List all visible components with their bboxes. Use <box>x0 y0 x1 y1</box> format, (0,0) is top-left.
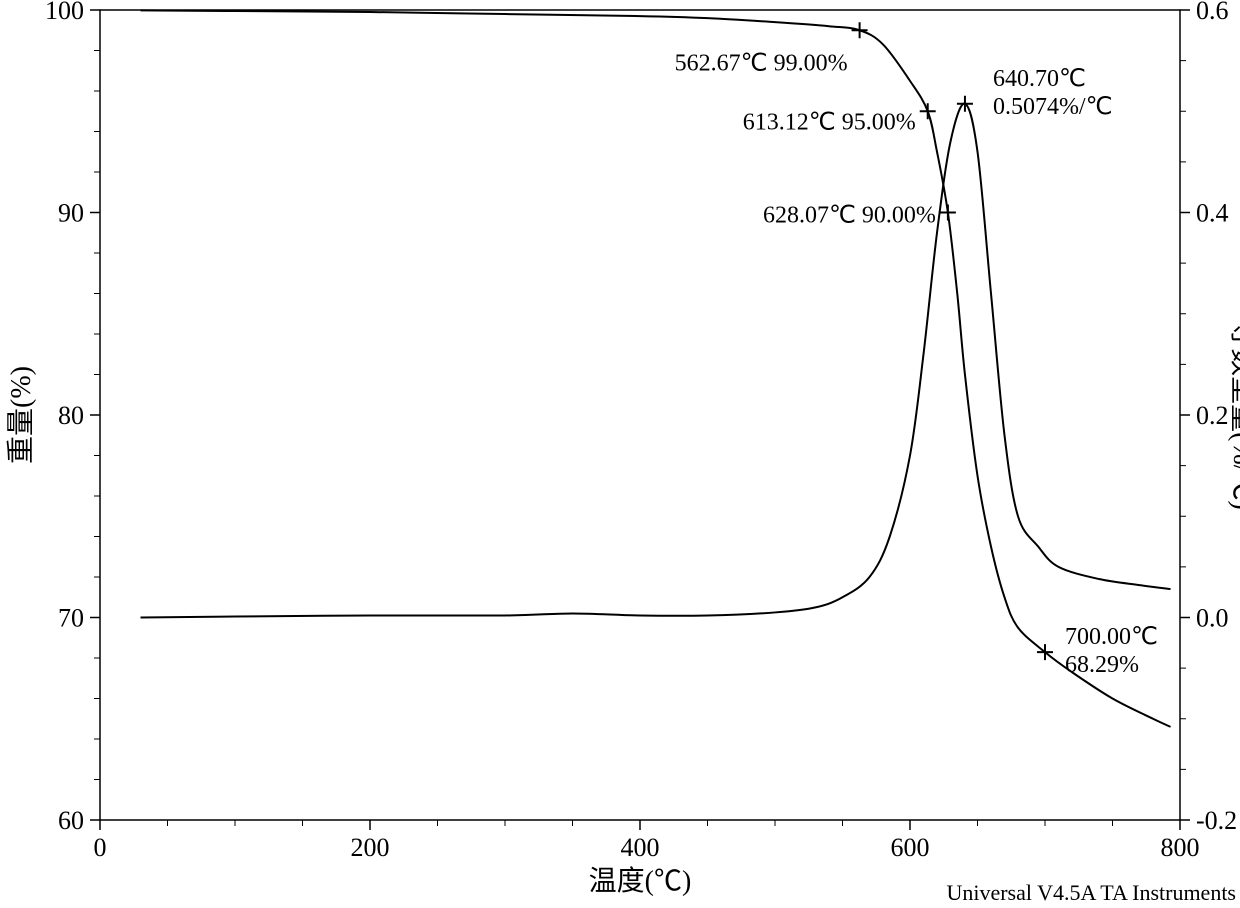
svg-text:-0.2: -0.2 <box>1196 806 1237 835</box>
annotation-562c: 562.67℃ 99.00% <box>675 50 848 76</box>
annotation-640c-line2: 0.5074%/℃ <box>993 94 1113 120</box>
svg-text:70: 70 <box>58 604 84 633</box>
svg-text:0.4: 0.4 <box>1196 199 1229 228</box>
annotation-700c-line2: 68.29% <box>1065 652 1139 678</box>
svg-text:60: 60 <box>58 806 84 835</box>
svg-text:80: 80 <box>58 401 84 430</box>
x-axis-ticks: 0 200 400 600 800 <box>94 820 1200 862</box>
chart-svg: 0 200 400 600 800 60 70 80 90 100 -0.2 0.0 0.2 0.4 0… <box>0 0 1240 908</box>
x-axis-title: 温度(℃) <box>589 865 692 897</box>
plot-frame <box>100 10 1180 820</box>
y-left-ticks: 60 70 80 90 100 <box>45 0 100 835</box>
annotation-640c: 640.70℃ 0.5074%/℃ <box>993 66 1113 120</box>
annotation-640c-line1: 640.70℃ <box>993 66 1086 92</box>
svg-text:200: 200 <box>351 833 390 862</box>
footer-text: Universal V4.5A TA Instruments <box>946 880 1236 905</box>
svg-text:0.2: 0.2 <box>1196 401 1229 430</box>
svg-text:0.6: 0.6 <box>1196 0 1229 25</box>
svg-text:0: 0 <box>94 833 107 862</box>
y-left-title: 重量(%) <box>5 366 37 464</box>
svg-text:400: 400 <box>621 833 660 862</box>
tga-chart: 0 200 400 600 800 60 70 80 90 100 -0.2 0.0 0.2 0.4 0… <box>0 0 1240 908</box>
svg-text:800: 800 <box>1161 833 1200 862</box>
deriv-curve <box>141 104 1171 618</box>
svg-text:0.0: 0.0 <box>1196 604 1229 633</box>
annotation-700c: 700.00℃ 68.29% <box>1065 624 1158 678</box>
y-right-title: 导数重量(%/℃) <box>1227 320 1240 510</box>
annotation-613c: 613.12℃ 95.00% <box>743 109 916 135</box>
svg-text:600: 600 <box>891 833 930 862</box>
svg-text:100: 100 <box>45 0 84 25</box>
annotation-628c: 628.07℃ 90.00% <box>763 203 936 229</box>
svg-text:90: 90 <box>58 199 84 228</box>
annotation-700c-line1: 700.00℃ <box>1065 624 1158 650</box>
